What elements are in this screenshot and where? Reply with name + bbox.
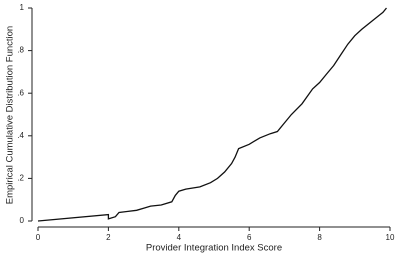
x-axis-title: Provider Integration Index Score bbox=[146, 243, 282, 254]
y-axis-title: Empirical Cumulative Distribution Functi… bbox=[5, 26, 16, 204]
ecdf-line bbox=[37, 7, 388, 222]
y-tick-label: 1 bbox=[20, 3, 25, 12]
x-tick-label: 4 bbox=[177, 233, 182, 242]
x-tick-label: 0 bbox=[36, 233, 41, 242]
x-tick-label: 10 bbox=[386, 233, 395, 242]
y-tick-label: .2 bbox=[17, 174, 24, 183]
x-tick-label: 2 bbox=[106, 233, 111, 242]
y-tick-label: .8 bbox=[17, 46, 24, 55]
y-tick-label: .4 bbox=[17, 131, 24, 140]
y-tick-label: .6 bbox=[17, 88, 24, 97]
x-tick-label: 6 bbox=[247, 233, 252, 242]
y-tick-label: 0 bbox=[20, 216, 25, 225]
x-tick-label: 8 bbox=[317, 233, 322, 242]
